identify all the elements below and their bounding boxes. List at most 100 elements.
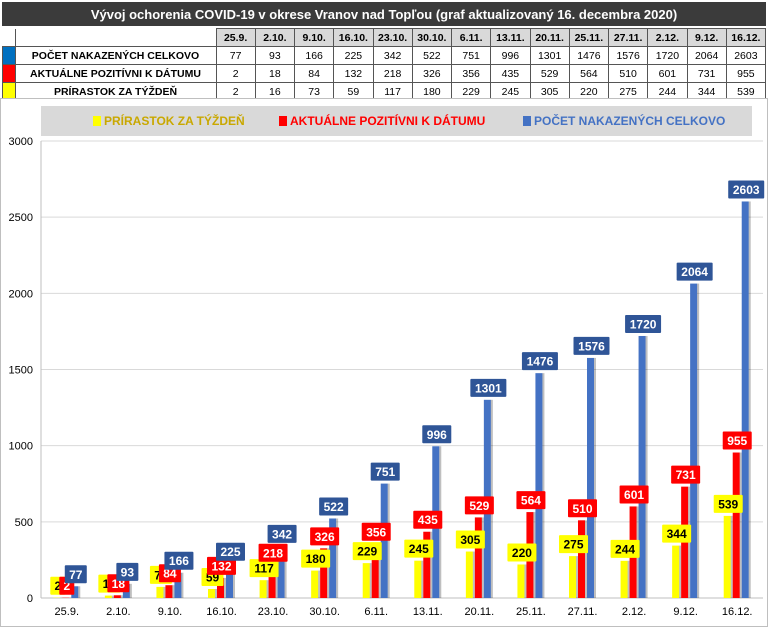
bar-shade (697, 284, 699, 598)
data-label: 1720 (630, 317, 657, 331)
bar (105, 596, 112, 598)
x-tick-label: 25.9. (55, 606, 79, 618)
table-cell: 731 (687, 65, 726, 83)
data-label: 564 (521, 494, 541, 508)
bar-shade (318, 571, 320, 598)
x-tick-label: 23.10. (258, 606, 289, 618)
table-cell: 218 (373, 65, 412, 83)
y-tick-label: 2000 (9, 288, 33, 300)
bar (114, 595, 121, 598)
data-label: 356 (366, 525, 386, 539)
bar (587, 358, 594, 598)
data-label: 1476 (527, 355, 554, 369)
table-cell: 2 (216, 65, 255, 83)
data-label: 220 (512, 546, 532, 560)
table-cell: 225 (334, 47, 373, 65)
data-label: 996 (427, 428, 447, 442)
legend-label: AKTUÁLNE POZITÍVNI K DÁTUMU (290, 113, 485, 128)
legend-label: POČET NAKAZENÝCH CELKOVO (534, 113, 725, 128)
bar-shade (473, 552, 475, 598)
data-label: 1576 (578, 339, 605, 353)
legend-swatch (279, 116, 287, 126)
table-date-header: 25.11. (569, 29, 608, 47)
legend-label: PRÍRASTOK ZA TÝŽDEŇ (104, 113, 245, 128)
bar (672, 546, 679, 598)
x-tick-label: 27.11. (568, 606, 598, 618)
table-corner (3, 29, 16, 47)
table-date-header: 27.11. (609, 29, 648, 47)
y-tick-label: 500 (15, 517, 33, 529)
data-label: 342 (272, 527, 292, 541)
table-cell: 751 (452, 47, 491, 65)
y-tick-label: 3000 (9, 136, 33, 148)
x-tick-label: 16.12. (722, 606, 753, 618)
bar (621, 561, 628, 598)
x-tick-label: 9.12. (673, 606, 697, 618)
table-date-header: 9.10. (295, 29, 334, 47)
data-label: 344 (667, 527, 687, 541)
bar-shade (749, 201, 751, 598)
table-cell: 1476 (569, 47, 608, 65)
table-cell: 2064 (687, 47, 726, 65)
table-cell: 84 (295, 65, 334, 83)
y-tick-label: 0 (27, 593, 33, 605)
data-label: 955 (727, 434, 747, 448)
y-tick-label: 1000 (9, 441, 33, 453)
data-label: 510 (572, 502, 592, 516)
table-cell: 601 (648, 65, 687, 83)
bar-shade (78, 586, 80, 598)
bar (156, 587, 163, 598)
y-tick-label: 2500 (9, 212, 33, 224)
table-cell: 564 (569, 65, 608, 83)
bar-shade (130, 584, 132, 598)
table-cell: 356 (452, 65, 491, 83)
bar-shade (646, 336, 648, 598)
bar (742, 201, 749, 598)
bar (639, 336, 646, 598)
table-cell: 93 (255, 47, 294, 65)
chart-title: Vývoj ochorenia COVID-19 v okrese Vranov… (2, 2, 766, 26)
bar-shade (679, 546, 681, 598)
bar (475, 517, 482, 598)
data-label: 275 (563, 538, 583, 552)
bar-shade (112, 596, 114, 598)
row-label: POČET NAKAZENÝCH CELKOVO (15, 47, 216, 65)
data-label: 731 (676, 468, 696, 482)
data-label: 244 (615, 542, 635, 556)
bar-shade (731, 516, 733, 598)
table-date-header: 6.11. (452, 29, 491, 47)
table-cell: 522 (412, 47, 451, 65)
table-cell: 996 (491, 47, 530, 65)
bar-shade (628, 561, 630, 598)
table-cell: 510 (609, 65, 648, 83)
data-label: 93 (121, 565, 135, 579)
table-date-header: 2.10. (255, 29, 294, 47)
bar (578, 520, 585, 598)
series-color-swatch (3, 47, 16, 65)
data-label: 601 (624, 488, 644, 502)
table-header-row: 25.9.2.10.9.10.16.10.23.10.30.10.6.11.13… (3, 29, 766, 47)
bar-shade (172, 585, 174, 598)
bar (466, 552, 473, 598)
bar (690, 284, 697, 598)
data-label: 2603 (733, 183, 760, 197)
bar (569, 556, 576, 598)
table-cell: 326 (412, 65, 451, 83)
bar-shade (121, 595, 123, 598)
table-date-header: 30.10. (412, 29, 451, 47)
data-label: 245 (409, 542, 429, 556)
x-tick-label: 20.11. (464, 606, 494, 618)
data-label: 132 (211, 559, 231, 573)
x-tick-label: 9.10. (158, 606, 182, 618)
table-date-header: 20.11. (530, 29, 569, 47)
bar-chart: 0 500 1000 1500 2000 2500 3000 PRÍRASTOK ZA TÝŽ… (1, 99, 767, 626)
table-date-header: 13.11. (491, 29, 530, 47)
table-cell: 132 (334, 65, 373, 83)
x-tick-label: 30.10. (309, 606, 340, 618)
bar (381, 484, 388, 598)
y-tick-label: 1500 (9, 365, 33, 377)
bar (311, 571, 318, 598)
table-date-header: 16.12. (726, 29, 765, 47)
